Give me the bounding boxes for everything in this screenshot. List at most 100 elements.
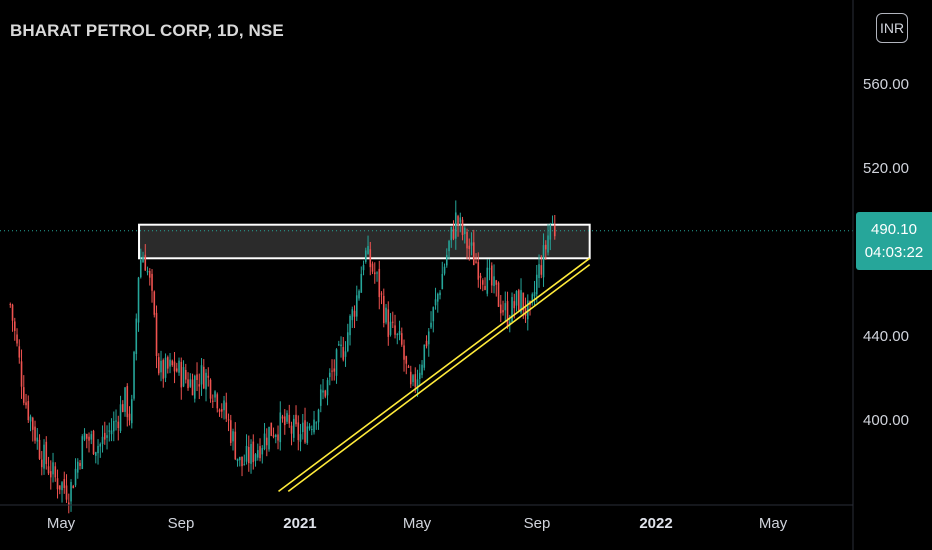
candle-body <box>488 268 491 270</box>
candle <box>211 394 214 408</box>
candle <box>277 425 279 450</box>
candle-body <box>45 441 48 465</box>
price-tick-label: 400.00 <box>863 412 909 429</box>
candle-body <box>378 268 381 298</box>
trendline-1[interactable] <box>278 257 591 493</box>
candle-body <box>333 368 336 372</box>
resistance-zone-rectangle[interactable] <box>138 223 591 260</box>
candle-body <box>124 387 126 412</box>
candle-body <box>225 402 228 419</box>
candle <box>38 434 41 461</box>
candle <box>342 336 345 362</box>
candle-body <box>346 332 349 352</box>
candle <box>182 360 185 388</box>
candle-body <box>11 304 14 321</box>
plot-area[interactable] <box>0 200 853 514</box>
candle-body <box>153 291 156 315</box>
candle-body <box>506 301 509 327</box>
candle-body <box>358 290 360 299</box>
candle <box>193 374 196 403</box>
candle-body <box>133 351 135 399</box>
candle <box>124 386 126 417</box>
candle-body <box>297 422 300 441</box>
candle-body <box>63 479 66 488</box>
candle-body <box>380 293 383 295</box>
candle-body <box>61 482 63 491</box>
candle <box>268 426 270 452</box>
candle-body <box>139 260 142 278</box>
candle <box>288 404 291 428</box>
candle-body <box>198 384 201 387</box>
candle <box>47 456 50 476</box>
candle <box>247 435 250 472</box>
candle <box>198 373 201 400</box>
candle <box>256 443 259 461</box>
candle-body <box>76 461 79 473</box>
candle-body <box>38 439 41 459</box>
candle-body <box>196 374 198 381</box>
candle <box>382 288 385 328</box>
candle-body <box>416 379 419 391</box>
candle <box>94 451 97 464</box>
price-tick-label: 520.00 <box>863 160 909 177</box>
candle <box>364 247 367 264</box>
currency-button[interactable]: INR <box>876 13 908 43</box>
candle <box>484 277 486 291</box>
candle <box>110 418 113 442</box>
candle-body <box>317 409 320 423</box>
candle <box>497 281 500 308</box>
candle-body <box>49 471 52 478</box>
candle <box>196 362 198 392</box>
candle-body <box>268 426 270 450</box>
candle-body <box>92 430 95 455</box>
candle <box>27 395 30 423</box>
trendline-2[interactable] <box>287 263 591 493</box>
candle <box>511 292 513 324</box>
candle-body <box>101 436 104 445</box>
candle <box>218 408 221 417</box>
candle <box>270 422 273 437</box>
candle <box>362 260 365 276</box>
time-axis[interactable]: May Sep 2021 May Sep 2022 May <box>47 515 788 532</box>
candle <box>232 428 234 451</box>
candle-body <box>144 254 147 271</box>
candle-body <box>493 276 495 287</box>
candle-body <box>304 420 306 443</box>
candle <box>234 422 237 461</box>
candle-body <box>299 434 302 442</box>
candle-body <box>155 312 158 356</box>
candle <box>31 416 34 442</box>
candle <box>252 434 255 470</box>
candle <box>272 427 275 439</box>
candle <box>535 265 538 303</box>
price-axis[interactable]: 560.00 520.00 440.00 400.00 <box>863 76 909 429</box>
candle-body <box>531 294 534 303</box>
candle <box>106 425 108 450</box>
candle-body <box>335 349 338 376</box>
price-tick-label: 440.00 <box>863 328 909 345</box>
candle <box>443 263 446 276</box>
candle <box>187 372 189 391</box>
candle-body <box>135 318 138 355</box>
candle <box>409 365 412 388</box>
candle-body <box>142 256 144 263</box>
candle-body <box>25 402 27 406</box>
candle <box>358 289 360 301</box>
candle-body <box>272 435 275 437</box>
candle-body <box>468 245 471 249</box>
candle <box>385 304 387 325</box>
candle-body <box>553 225 556 237</box>
candle-body <box>344 351 347 357</box>
candle-body <box>515 291 518 306</box>
candle-body <box>65 485 68 500</box>
candle-body <box>279 412 282 443</box>
candle-body <box>295 414 297 425</box>
candle <box>475 253 477 264</box>
candle <box>504 291 507 323</box>
candle-body <box>409 371 412 385</box>
candle <box>506 291 509 329</box>
candle <box>200 358 203 396</box>
candle-body <box>148 271 151 278</box>
candle-body <box>256 450 259 458</box>
